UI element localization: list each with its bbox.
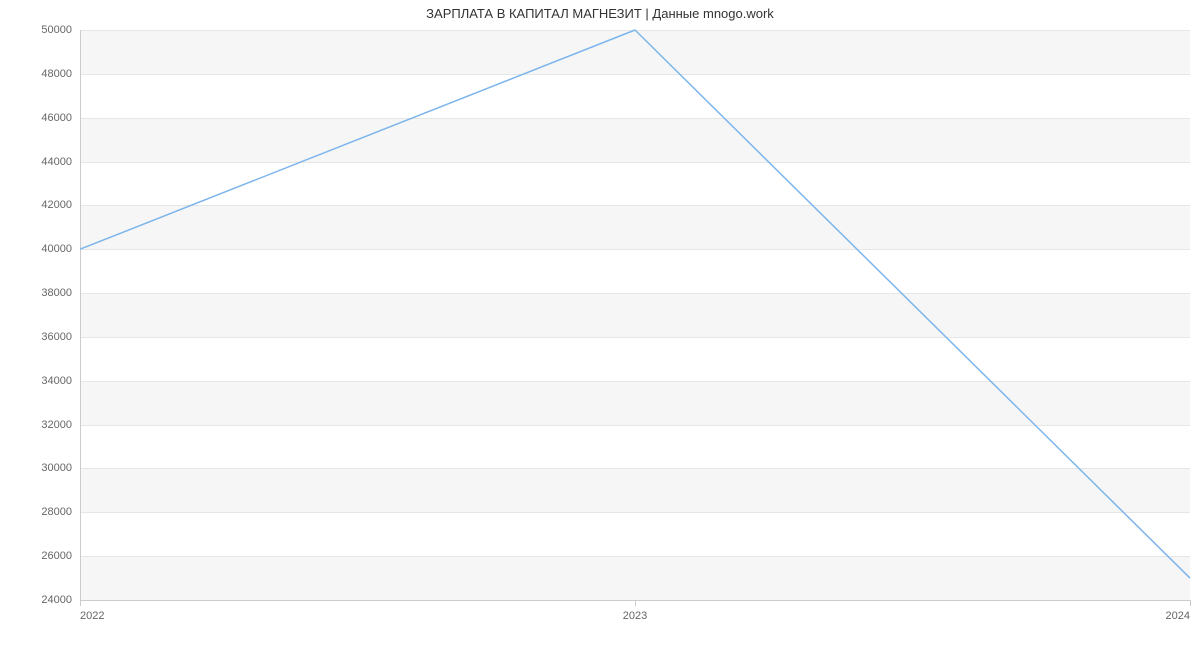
y-tick-label: 30000 <box>12 462 72 474</box>
x-tick-label: 2023 <box>623 610 647 622</box>
series-layer <box>80 30 1190 600</box>
x-tick-mark <box>80 600 81 606</box>
y-tick-label: 34000 <box>12 375 72 387</box>
y-tick-label: 24000 <box>12 594 72 606</box>
y-tick-label: 50000 <box>12 24 72 36</box>
series-line <box>80 30 1190 578</box>
y-tick-label: 26000 <box>12 550 72 562</box>
x-tick-mark <box>1190 600 1191 606</box>
y-tick-label: 40000 <box>12 243 72 255</box>
x-tick-label: 2024 <box>1166 610 1190 622</box>
y-tick-label: 42000 <box>12 199 72 211</box>
y-tick-label: 48000 <box>12 68 72 80</box>
chart-container: ЗАРПЛАТА В КАПИТАЛ МАГНЕЗИТ | Данные mno… <box>0 0 1200 650</box>
y-tick-label: 44000 <box>12 156 72 168</box>
x-tick-label: 2022 <box>80 610 104 622</box>
chart-title: ЗАРПЛАТА В КАПИТАЛ МАГНЕЗИТ | Данные mno… <box>0 6 1200 21</box>
y-tick-label: 36000 <box>12 331 72 343</box>
x-tick-mark <box>635 600 636 606</box>
plot-area: 2400026000280003000032000340003600038000… <box>80 30 1190 600</box>
y-tick-label: 38000 <box>12 287 72 299</box>
y-tick-label: 28000 <box>12 506 72 518</box>
y-tick-label: 32000 <box>12 419 72 431</box>
y-tick-label: 46000 <box>12 112 72 124</box>
